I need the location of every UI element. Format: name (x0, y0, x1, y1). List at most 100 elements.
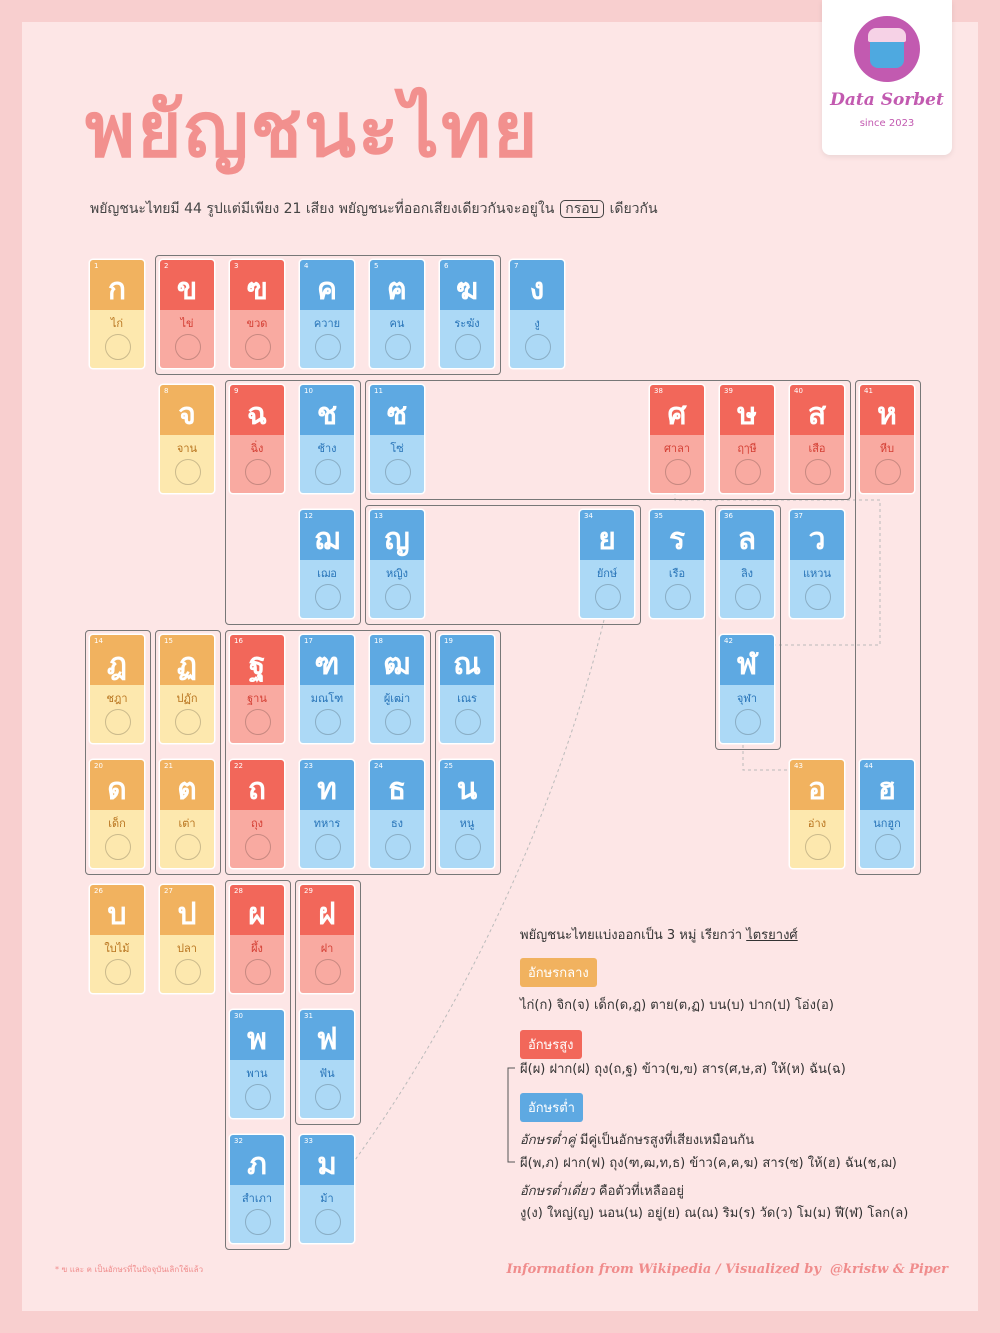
card-letter: ฒ (383, 647, 411, 682)
card-number: 28 (234, 887, 243, 895)
legend-line: ผี(พ,ภ) ฝาก(ฟ) ถุง(ฑ,ฒ,ท,ธ) ข้าว(ค,ฅ,ฆ) … (520, 1156, 897, 1171)
legend-note: อักษรต่ำเดี่ยว คือตัวที่เหลืออยู่ (520, 1180, 684, 1201)
card: 19 ณเณร (440, 635, 494, 743)
card-icon (315, 1084, 341, 1110)
group-frame (435, 630, 501, 875)
card-bottom: แหวน (790, 560, 844, 618)
badge-mid: อักษรกลาง (520, 958, 597, 987)
card-word: ไก่ (110, 317, 124, 330)
card-top: 28 ผ (230, 885, 284, 935)
card-icon (735, 459, 761, 485)
card-letter: ณ (453, 647, 481, 682)
card-letter: ว (808, 522, 826, 557)
card-letter: ฑ (314, 647, 340, 682)
card: 6 ฆระฆัง (440, 260, 494, 368)
card-bottom: นกฮูก (860, 810, 914, 868)
card-icon (105, 959, 131, 985)
card-letter: ส (807, 397, 827, 432)
card-bottom: โซ่ (370, 435, 424, 493)
card-top: 32 ภ (230, 1135, 284, 1185)
card: 25 นหนู (440, 760, 494, 868)
card-top: 30 พ (230, 1010, 284, 1060)
card-word: ฟัน (319, 1067, 335, 1080)
card-word: ถุง (250, 817, 264, 830)
card: 12 ฌเฌอ (300, 510, 354, 618)
card-top: 38 ศ (650, 385, 704, 435)
card-number: 38 (654, 387, 663, 395)
card-top: 33 ม (300, 1135, 354, 1185)
card: 27 ปปลา (160, 885, 214, 993)
card-number: 40 (794, 387, 803, 395)
card-letter: ฃ (246, 272, 268, 307)
card: 31 ฟฟัน (300, 1010, 354, 1118)
card-letter: ฮ (877, 772, 897, 807)
card-word: ชฎา (106, 692, 128, 705)
card-word: ผึ้ง (251, 942, 263, 955)
card-letter: ข (176, 272, 198, 307)
card-word: โซ่ (390, 442, 404, 455)
card-word: หีบ (879, 442, 895, 455)
card: 13 ญหญิง (370, 510, 424, 618)
subtitle-text: เดียวกัน (609, 201, 658, 217)
card-icon (385, 834, 411, 860)
card-word: ม้า (320, 1192, 334, 1205)
card-top: 17 ฑ (300, 635, 354, 685)
card-bottom: มณโฑ (300, 685, 354, 743)
card-word: ฉิ่ง (250, 442, 264, 455)
card-bottom: ฟัน (300, 1060, 354, 1118)
card-number: 29 (304, 887, 313, 895)
card-top: 34 ย (580, 510, 634, 560)
card-bottom: เด็ก (90, 810, 144, 868)
group-frame (365, 380, 851, 500)
card-number: 30 (234, 1012, 243, 1020)
card-word: เด็ก (108, 817, 126, 830)
connector (674, 492, 881, 646)
card-number: 10 (304, 387, 313, 395)
card-top: 16 ฐ (230, 635, 284, 685)
card-word: เสือ (808, 442, 826, 455)
card-top: 18 ฒ (370, 635, 424, 685)
card: 26 บใบไม้ (90, 885, 144, 993)
card-bottom: อ่าง (790, 810, 844, 868)
card-number: 41 (864, 387, 873, 395)
legend-text: มีคู่เป็นอักษรสูงที่เสียงเหมือนกัน (579, 1133, 755, 1148)
card-letter: ฆ (455, 272, 479, 307)
card-icon (245, 1084, 271, 1110)
card-top: 12 ฌ (300, 510, 354, 560)
card-icon (315, 834, 341, 860)
card-icon (385, 334, 411, 360)
card-number: 18 (374, 637, 383, 645)
legend-text: คือตัวที่เหลืออยู่ (598, 1184, 684, 1199)
card-number: 44 (864, 762, 873, 770)
card-icon (385, 584, 411, 610)
card-letter: ฎ (106, 647, 128, 682)
card: 38 ศศาลา (650, 385, 704, 493)
card-letter: ฟ (316, 1022, 338, 1057)
card: 35 รเรือ (650, 510, 704, 618)
card-bottom: ฐาน (230, 685, 284, 743)
card-letter: ง (529, 272, 545, 307)
card-bottom: ฉิ่ง (230, 435, 284, 493)
card: 28 ผผึ้ง (230, 885, 284, 993)
card-icon (175, 459, 201, 485)
card-bottom: ไข่ (160, 310, 214, 368)
group-frame (365, 505, 641, 625)
card-letter: ฬ (736, 647, 758, 682)
card: 3 ฃขวด (230, 260, 284, 368)
card-word: มณโฑ (310, 692, 344, 705)
card-bottom: จุฬา (720, 685, 774, 743)
group-frame (295, 880, 361, 1125)
card-word: คน (389, 317, 405, 330)
card-word: แหวน (802, 567, 832, 580)
card-icon (665, 584, 691, 610)
card-word: เฌอ (317, 567, 337, 580)
bracket (507, 1067, 515, 1163)
badge-high: อักษรสูง (520, 1030, 582, 1059)
card-icon (245, 709, 271, 735)
card-word: ทหาร (313, 817, 341, 830)
card-bottom: จาน (160, 435, 214, 493)
card-top: 37 ว (790, 510, 844, 560)
card: 4 คควาย (300, 260, 354, 368)
